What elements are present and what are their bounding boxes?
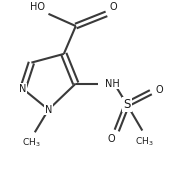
Text: CH$_3$: CH$_3$: [135, 136, 153, 148]
Text: HO: HO: [30, 2, 45, 12]
Text: NH: NH: [105, 78, 120, 89]
Text: S: S: [123, 98, 131, 111]
Text: N: N: [19, 84, 26, 94]
Text: O: O: [108, 134, 115, 144]
Text: N: N: [45, 105, 52, 115]
Text: CH$_3$: CH$_3$: [22, 137, 41, 149]
Text: O: O: [155, 86, 163, 95]
Text: O: O: [110, 2, 117, 12]
